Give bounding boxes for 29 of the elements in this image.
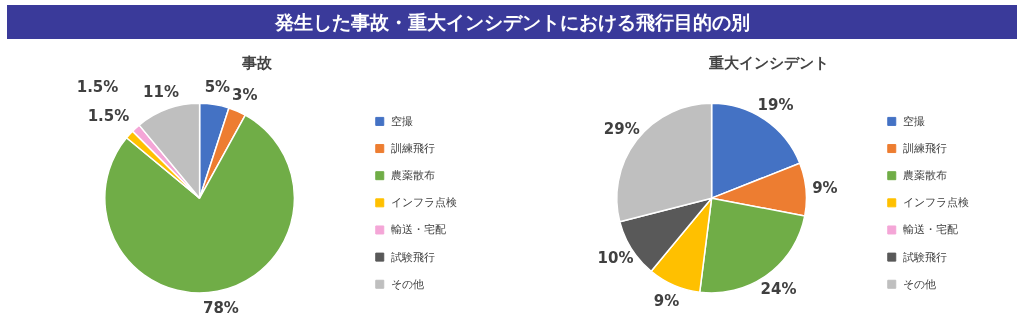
legend-label: 試験飛行 xyxy=(903,250,948,264)
data-label: 78% xyxy=(202,299,239,318)
legend-label: 輸送・宅配 xyxy=(391,223,447,237)
legend-label: 訓練飛行 xyxy=(903,142,948,156)
text: 発生した事故・重大インシデントにおける飛行目的の別 xyxy=(274,10,750,35)
legend-label: 試験飛行 xyxy=(391,250,436,264)
data-label: 3% xyxy=(232,86,258,105)
legend-label: インフラ点検 xyxy=(391,196,458,210)
legend-label: 空撮 xyxy=(903,114,926,128)
data-label: 9% xyxy=(812,178,838,197)
data-label: 5% xyxy=(204,78,231,97)
data-label: 9% xyxy=(653,292,680,311)
chart-title: 重大インシデント xyxy=(707,53,829,72)
data-label: 19% xyxy=(757,96,794,115)
legend-label: 輸送・宅配 xyxy=(903,223,959,237)
chart-subtitle: 事故 xyxy=(240,53,273,72)
legend-label: 空撮 xyxy=(391,114,414,128)
data-label: 24% xyxy=(760,280,797,299)
legend-label: その他 xyxy=(391,277,425,291)
data-label: 1.5% xyxy=(87,107,130,126)
data-label: 29% xyxy=(603,120,640,139)
legend-label: インフラ点検 xyxy=(903,196,970,210)
legend-label: 訓練飛行 xyxy=(391,142,436,156)
legend-label: 農薬散布 xyxy=(903,169,948,183)
data-label: 11% xyxy=(143,83,180,102)
legend-label: 農薬散布 xyxy=(391,169,436,183)
data-label: 10% xyxy=(597,249,634,268)
data-label: 1.5% xyxy=(76,78,119,97)
legend-label: その他 xyxy=(903,277,937,291)
